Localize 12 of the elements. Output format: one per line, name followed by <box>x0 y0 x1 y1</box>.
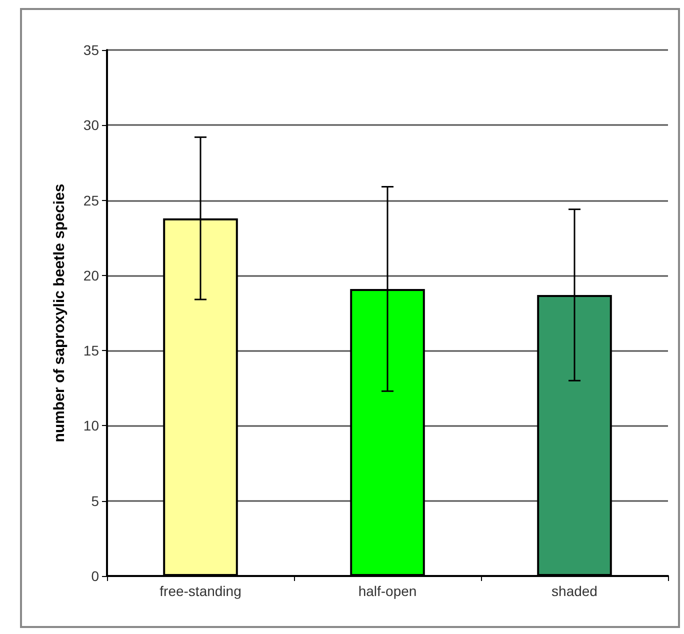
y-tick-label: 35 <box>83 42 100 58</box>
y-tick-label: 5 <box>91 492 100 509</box>
y-tick-label: 25 <box>83 192 100 208</box>
x-tick-label: shaded <box>552 583 598 599</box>
y-axis-title: number of saproxylic beetle species <box>51 184 68 442</box>
y-tick-label: 20 <box>83 267 100 284</box>
y-tick-label: 0 <box>91 568 100 584</box>
y-tick-label: 10 <box>83 418 100 434</box>
y-tick-label: 15 <box>83 342 100 359</box>
x-tick-label: half-open <box>358 583 417 599</box>
x-tick-label: free-standing <box>160 583 242 599</box>
y-tick-label: 30 <box>83 117 100 134</box>
